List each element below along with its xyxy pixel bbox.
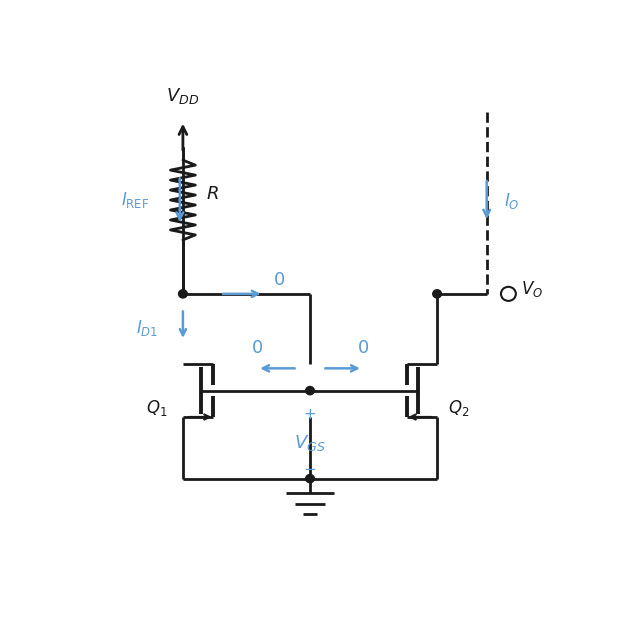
Text: $V_{GS}$: $V_{GS}$ xyxy=(294,434,326,453)
Text: $0$: $0$ xyxy=(356,339,369,356)
Text: $0$: $0$ xyxy=(273,271,285,289)
Text: $Q_2$: $Q_2$ xyxy=(448,398,469,418)
Text: $Q_1$: $Q_1$ xyxy=(146,398,167,418)
Text: Figure 8.1: Figure 8.1 xyxy=(17,16,137,36)
Circle shape xyxy=(179,290,187,298)
Circle shape xyxy=(306,474,314,482)
Text: $I_O$: $I_O$ xyxy=(504,191,520,212)
Text: $I_{D1}$: $I_{D1}$ xyxy=(136,318,158,338)
Text: $I_{\rm REF}$: $I_{\rm REF}$ xyxy=(120,190,149,210)
Text: $R$: $R$ xyxy=(206,185,219,203)
Text: $-$: $-$ xyxy=(303,461,317,475)
Text: $V_O$: $V_O$ xyxy=(521,279,543,299)
Text: $0$: $0$ xyxy=(251,339,264,356)
Text: $+$: $+$ xyxy=(303,408,317,422)
Circle shape xyxy=(433,290,441,298)
Circle shape xyxy=(306,387,314,395)
Text: $V_{DD}$: $V_{DD}$ xyxy=(166,86,200,106)
